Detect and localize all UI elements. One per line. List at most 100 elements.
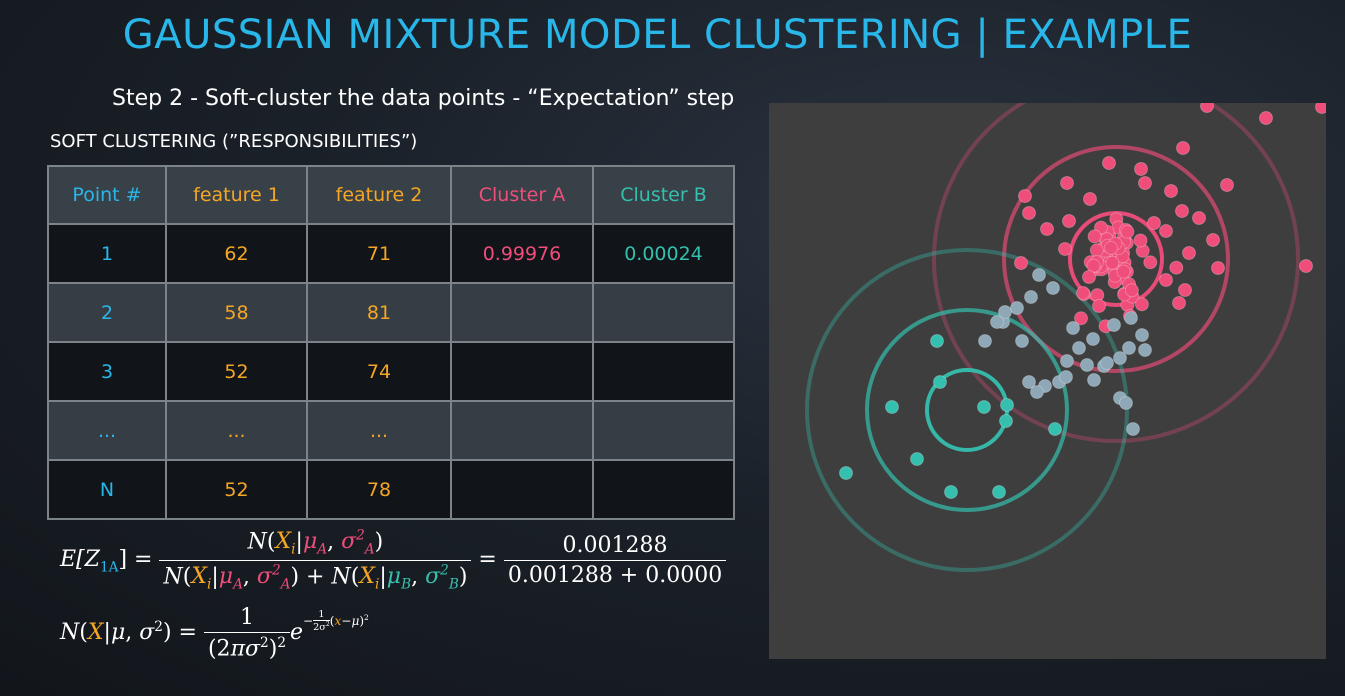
gaussian-density-formula: N(X|μ, σ2) = 1 (2πσ2)2 e− 1 2σ2 (x−μ)2 (60, 605, 369, 662)
mixed-cluster-point (978, 334, 992, 348)
cell-point: 2 (47, 282, 167, 343)
cluster-a-point (1124, 283, 1139, 298)
gaussian-denominator: (2πσ2)2 (203, 632, 290, 661)
cell-feature-2: 81 (306, 282, 452, 343)
cell-feature-1: 52 (165, 459, 308, 520)
mixed-cluster-point (1122, 341, 1136, 355)
cell-feature-2: 71 (306, 223, 452, 284)
mixed-cluster-point (1119, 396, 1133, 410)
mixed-cluster-point (1087, 373, 1101, 387)
cluster-a-point (1206, 233, 1220, 247)
value-denominator: 0.001288 + 0.0000 (503, 559, 727, 588)
cluster-a-point (1116, 264, 1131, 279)
cell-point: 3 (47, 341, 167, 402)
formula-lhs-subscript: 1A (99, 559, 119, 576)
mixed-cluster-point (1080, 358, 1094, 372)
mixed-cluster-point (1126, 422, 1140, 436)
cluster-a-point (1058, 242, 1072, 256)
responsibility-value-fraction: 0.001288 0.001288 + 0.0000 (503, 533, 727, 588)
cluster-a-point (1220, 178, 1234, 192)
cluster-a-contour-middle (1002, 145, 1230, 373)
cluster-a-point (1022, 206, 1036, 220)
data-points (839, 99, 1329, 499)
gaussian-numerator: 1 (239, 605, 254, 630)
cell-cluster-b (592, 400, 735, 461)
cluster-b-point (933, 375, 947, 389)
cluster-a-point (1143, 255, 1158, 270)
gaussian-fraction: 1 (2πσ2)2 (203, 605, 290, 661)
cluster-a-point (1138, 176, 1152, 190)
cluster-b-point (930, 334, 944, 348)
cluster-b-point (910, 452, 924, 466)
mixed-cluster-point (1015, 334, 1029, 348)
table-row: N 52 78 (47, 459, 735, 520)
formula-lhs-tail: ] = (118, 547, 153, 573)
cluster-a-point (1315, 100, 1329, 114)
responsibility-denominator: N(Xi|μA, σ2A) + N(Xi|μB, σ2B) (159, 559, 472, 592)
cluster-a-point (1040, 222, 1054, 236)
cell-cluster-b (592, 341, 735, 402)
cluster-scatter-plot (769, 75, 1329, 659)
cluster-b-point (944, 485, 958, 499)
mixed-cluster-point (1107, 318, 1121, 332)
mixed-cluster-point (1022, 375, 1036, 389)
cluster-a-point (1176, 141, 1190, 155)
cluster-a-point (1062, 214, 1076, 228)
cell-cluster-a (450, 282, 594, 343)
cluster-a-point (1175, 204, 1189, 218)
cluster-a-point (1259, 111, 1273, 125)
cluster-a-point (1147, 216, 1161, 230)
page-title: GAUSSIAN MIXTURE MODEL CLUSTERING | EXAM… (122, 12, 1193, 58)
mixed-cluster-point (1059, 370, 1073, 384)
header-point: Point # (47, 165, 167, 225)
mixed-cluster-point (1124, 311, 1138, 325)
cluster-a-point (1211, 261, 1225, 275)
cluster-a-point (1159, 273, 1173, 287)
cluster-a-point (1060, 176, 1074, 190)
cell-point: N (47, 459, 167, 520)
cluster-a-point (1169, 260, 1184, 275)
cell-feature-1: ... (165, 400, 308, 461)
mixed-cluster-point (1113, 351, 1127, 365)
cluster-a-point (1299, 259, 1313, 273)
mixed-cluster-point (1060, 354, 1074, 368)
cluster-a-point (1082, 270, 1096, 284)
mixed-cluster-point (1030, 385, 1044, 399)
cluster-a-point (1200, 99, 1214, 113)
mixed-cluster-point (1086, 332, 1100, 346)
cell-feature-2: 78 (306, 459, 452, 520)
mixed-cluster-point (1100, 356, 1114, 370)
cell-cluster-a: 0.99976 (450, 223, 594, 284)
cluster-a-point (1120, 224, 1135, 239)
formula-lhs-head: E[Z (60, 547, 100, 573)
cluster-b-point (999, 414, 1013, 428)
table-header-row: Point # feature 1 feature 2 Cluster A Cl… (47, 165, 735, 225)
header-feature-1: feature 1 (165, 165, 308, 225)
cluster-a-point (1182, 246, 1196, 260)
cell-feature-1: 52 (165, 341, 308, 402)
mixed-cluster-point (1046, 281, 1060, 295)
section-heading: SOFT CLUSTERING (”RESPONSIBILITIES”) (50, 131, 418, 152)
cell-cluster-b: 0.00024 (592, 223, 735, 284)
mixed-cluster-point (1024, 290, 1038, 304)
cluster-a-point (1134, 297, 1149, 312)
cell-feature-1: 58 (165, 282, 308, 343)
cluster-a-point (1133, 233, 1148, 248)
mixed-cluster-point (1135, 328, 1149, 342)
mixed-cluster-point (1072, 341, 1086, 355)
cell-cluster-a (450, 400, 594, 461)
mixed-cluster-point (1032, 268, 1046, 282)
cluster-a-point (1076, 286, 1090, 300)
cluster-a-point (1178, 283, 1192, 297)
table-row: ... ... ... (47, 400, 735, 461)
responsibilities-table: Point # feature 1 feature 2 Cluster A Cl… (47, 165, 735, 520)
table-row: 1 62 71 0.99976 0.00024 (47, 223, 735, 284)
cluster-plot-svg (805, 75, 1329, 572)
cluster-b-point (992, 485, 1006, 499)
cluster-b-point (839, 466, 853, 480)
cluster-a-point (1074, 311, 1088, 326)
cell-cluster-a (450, 341, 594, 402)
table-row: 2 58 81 (47, 282, 735, 343)
cell-cluster-a (450, 459, 594, 520)
cell-feature-1: 62 (165, 223, 308, 284)
